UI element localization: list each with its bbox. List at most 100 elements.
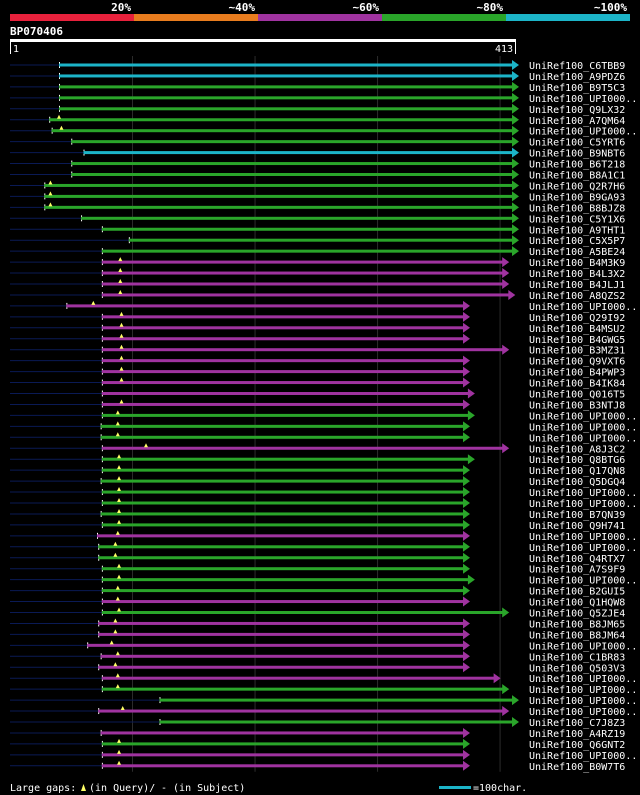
hit-bar [59, 85, 513, 89]
hit-row: UniRef100_Q503V3 [10, 662, 625, 674]
legend-segment [382, 14, 506, 21]
query-gap-marker [119, 377, 124, 382]
hit-bar [101, 567, 464, 571]
hit-row: UniRef100_Q9H741 [10, 519, 625, 532]
hit-row: UniRef100_UPI000.. [10, 673, 637, 685]
legend-label: ~60% [353, 1, 380, 14]
hit-label: UniRef100_B4M3K9 [529, 258, 625, 269]
hit-end-arrow [462, 563, 470, 574]
query-gap-marker [117, 498, 122, 502]
hit-bar [159, 698, 513, 702]
query-gap-marker [117, 508, 122, 513]
hit-bar [100, 479, 464, 483]
hit-end-arrow [462, 651, 470, 662]
hit-bar [71, 162, 513, 166]
hit-label: UniRef100_UPI000.. [529, 641, 637, 652]
hit-bar [100, 512, 464, 516]
hit-row: UniRef100_B4GWG5 [10, 333, 625, 346]
hit-end-arrow [512, 158, 519, 169]
hit-end-arrow [467, 410, 475, 421]
hit-row: UniRef100_B8JM64 [10, 629, 625, 641]
hit-label: UniRef100_B4GWG5 [529, 335, 625, 346]
hit-row: UniRef100_B4JLJ1 [10, 279, 625, 291]
query-gap-marker [117, 563, 122, 568]
identity-legend-bar [10, 14, 630, 21]
query-gap-marker [115, 410, 120, 415]
query-gap-marker [119, 399, 124, 404]
hit-bar [51, 129, 513, 133]
hit-end-arrow [462, 738, 470, 749]
hit-row: UniRef100_B0W7T6 [10, 760, 625, 773]
hit-row: UniRef100_UPI000.. [10, 695, 637, 707]
legend-segment [258, 14, 382, 21]
hit-label: UniRef100_UPI000.. [529, 302, 637, 313]
hit-label: UniRef100_B8JM65 [529, 619, 625, 630]
identity-legend-labels: 20% ~40% ~60% ~80% ~100% [111, 1, 627, 14]
hit-row: UniRef100_Q9LX32 [10, 103, 625, 116]
hit-end-arrow [462, 355, 470, 366]
hit-end-arrow [462, 487, 470, 498]
hit-end-arrow [512, 169, 519, 180]
hit-bar [59, 74, 513, 78]
hit-bar [128, 238, 513, 242]
hit-label: UniRef100_A8J3C2 [529, 444, 625, 455]
legend-label: ~40% [229, 1, 256, 14]
hit-row: UniRef100_C5Y1X6 [10, 213, 625, 225]
hit-bar [159, 720, 513, 724]
hit-end-arrow [462, 300, 470, 311]
hit-row: UniRef100_UPI000.. [10, 530, 637, 543]
footer-gaps-label: Large gaps: [10, 783, 76, 794]
hit-row: UniRef100_Q2R7H6 [10, 180, 625, 192]
hit-row: UniRef100_UPI000.. [10, 92, 637, 105]
hit-label: UniRef100_A4RZ19 [529, 729, 625, 740]
hit-end-arrow [512, 717, 519, 727]
hit-row: UniRef100_A5BE24 [10, 246, 625, 258]
query-gap-marker [57, 114, 62, 119]
hit-end-arrow [512, 92, 519, 103]
hit-row: UniRef100_B4PWP3 [10, 366, 625, 379]
hit-end-arrow [462, 618, 470, 629]
hit-row: UniRef100_A8J3C2 [10, 443, 625, 455]
hit-row: UniRef100_A7QM64 [10, 114, 625, 127]
hit-label: UniRef100_B0W7T6 [529, 762, 625, 773]
hit-label: UniRef100_C6TBB9 [529, 61, 625, 72]
hit-label: UniRef100_A5BE24 [529, 247, 625, 258]
hit-row: UniRef100_Q4RTX7 [10, 552, 625, 565]
query-gap-marker [119, 333, 124, 338]
hit-bar [66, 304, 464, 308]
hit-label: UniRef100_UPI000.. [529, 707, 637, 718]
hit-label: UniRef100_UPI000.. [529, 532, 637, 543]
hit-row: UniRef100_B4MSU2 [10, 322, 625, 335]
hit-bar [101, 271, 504, 275]
query-gap-marker [115, 421, 120, 426]
hit-label: UniRef100_UPI000.. [529, 576, 637, 587]
hit-label: UniRef100_B7QN39 [529, 510, 625, 521]
hit-end-arrow [462, 476, 470, 487]
hit-bar [98, 709, 504, 713]
hit-row: UniRef100_Q016T5 [10, 388, 625, 401]
hit-row: UniRef100_B2GUI5 [10, 585, 625, 598]
hit-label: UniRef100_Q17QN8 [529, 466, 625, 477]
legend-segment [506, 14, 630, 21]
query-gap-marker [119, 355, 124, 360]
hit-end-arrow [462, 596, 470, 607]
hit-row: UniRef100_Q29I92 [10, 311, 625, 324]
query-gap-marker [118, 279, 123, 283]
query-gap-marker [119, 366, 124, 371]
hit-row: UniRef100_UPI000.. [10, 421, 637, 433]
query-gap-marker [115, 432, 120, 437]
hit-bar [101, 315, 464, 319]
hit-end-arrow [508, 289, 516, 300]
ruler-end-label: 413 [495, 44, 513, 55]
hit-end-arrow [502, 443, 510, 454]
hit-row: UniRef100_UPI000.. [10, 300, 637, 313]
hit-bar [44, 194, 513, 198]
hit-bar [101, 348, 504, 352]
query-gap-marker [91, 300, 96, 305]
hit-label: UniRef100_UPI000.. [529, 94, 637, 105]
hit-row: UniRef100_B4L3X2 [10, 268, 625, 280]
hit-label: UniRef100_Q9VXT6 [529, 357, 625, 368]
hit-bar [101, 326, 464, 330]
hit-label: UniRef100_C1BR83 [529, 652, 625, 663]
query-gap-marker [113, 552, 118, 557]
